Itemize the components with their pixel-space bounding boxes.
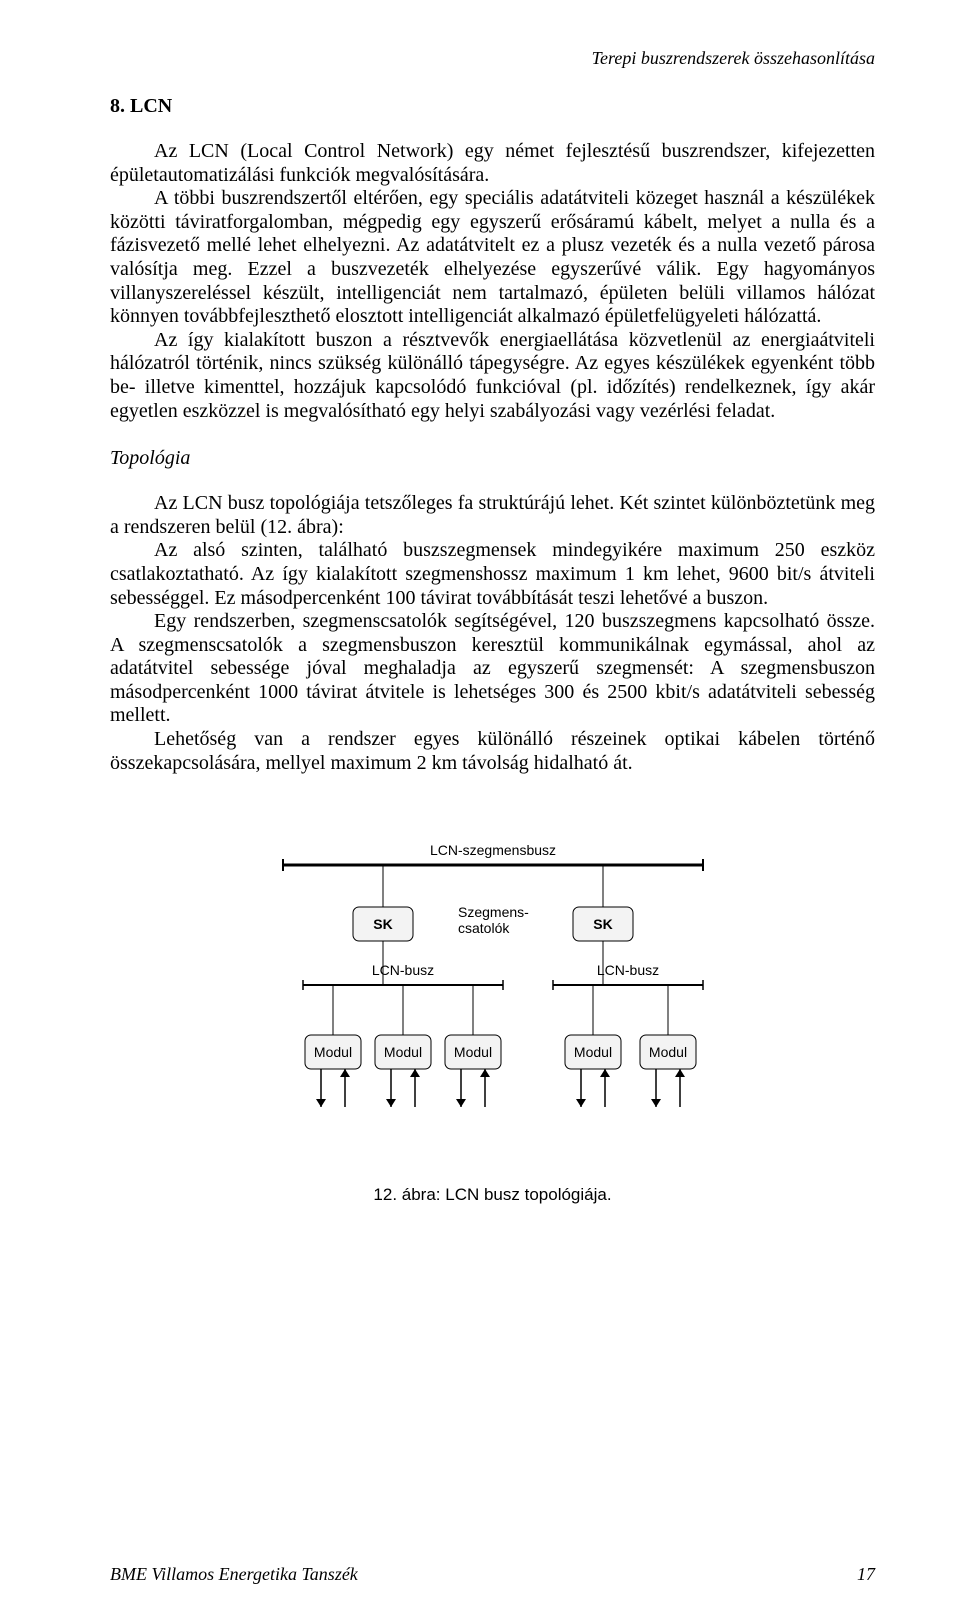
page-number: 17 (857, 1564, 875, 1585)
body-paragraphs-1: Az LCN (Local Control Network) egy német… (110, 140, 875, 423)
svg-text:Modul: Modul (313, 1044, 351, 1060)
svg-text:Modul: Modul (573, 1044, 611, 1060)
section-heading: 8. LCN (110, 95, 875, 118)
running-head: Terepi buszrendszerek összehasonlítása (110, 48, 875, 69)
footer-institution: BME Villamos Energetika Tanszék (110, 1564, 358, 1585)
subheading-topology: Topológia (110, 447, 875, 470)
figure-caption: 12. ábra: LCN busz topológiája. (110, 1185, 875, 1205)
svg-text:Modul: Modul (648, 1044, 686, 1060)
svg-text:SK: SK (593, 916, 612, 932)
body-paragraph: Az alsó szinten, található buszszegmense… (110, 539, 875, 610)
svg-text:LCN-busz: LCN-busz (371, 962, 433, 978)
body-paragraph: Az LCN (Local Control Network) egy német… (110, 140, 875, 187)
svg-text:LCN-szegmensbusz: LCN-szegmensbusz (429, 842, 555, 858)
svg-text:Szegmens-: Szegmens- (458, 904, 529, 920)
svg-text:csatolók: csatolók (458, 920, 510, 936)
body-paragraph: Az így kialakított buszon a résztvevők e… (110, 329, 875, 423)
body-paragraph: Egy rendszerben, szegmenscsatolók segíts… (110, 610, 875, 728)
page-footer: BME Villamos Energetika Tanszék 17 (110, 1564, 875, 1585)
body-paragraphs-2: Az LCN busz topológiája tetszőleges fa s… (110, 492, 875, 775)
body-paragraph: A többi buszrendszertől eltérően, egy sp… (110, 187, 875, 329)
body-paragraph: Lehetőség van a rendszer egyes különálló… (110, 728, 875, 775)
svg-text:SK: SK (373, 916, 392, 932)
svg-text:Modul: Modul (453, 1044, 491, 1060)
lcn-topology-diagram: LCN-szegmensbusz SK SK Szegmens-csatolók LCN… (233, 825, 753, 1145)
svg-text:LCN-busz: LCN-busz (596, 962, 658, 978)
body-paragraph: Az LCN busz topológiája tetszőleges fa s… (110, 492, 875, 539)
diagram-container: LCN-szegmensbusz SK SK Szegmens-csatolók LCN… (110, 825, 875, 1145)
svg-text:Modul: Modul (383, 1044, 421, 1060)
